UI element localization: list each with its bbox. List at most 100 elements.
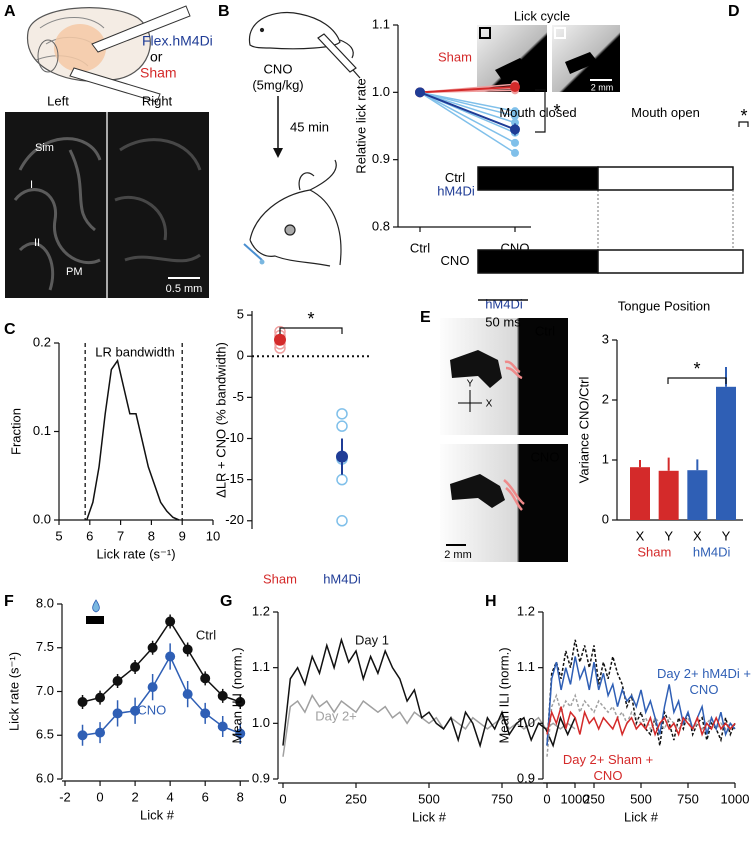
mean-point <box>336 450 348 463</box>
x-tick-label: 1000 <box>721 791 750 806</box>
delay-label: 45 min <box>290 119 329 134</box>
significance-bracket <box>738 121 749 127</box>
y-axis-label: Lick rate (s⁻¹) <box>6 652 21 731</box>
y-tick-label: -5 <box>232 389 244 404</box>
significance-bracket <box>667 377 727 384</box>
y-tick-label: 3 <box>602 331 609 346</box>
x-tick-label: X <box>693 528 702 543</box>
x-tick-label: 750 <box>491 791 513 806</box>
group-label: Sham <box>637 544 671 559</box>
data-point <box>336 515 348 527</box>
x-tick-label: 0 <box>543 791 550 806</box>
series-line <box>282 637 576 749</box>
annotation: * <box>553 101 560 121</box>
y-tick-label: 1.0 <box>252 715 270 730</box>
mouse-sketch <box>243 159 342 267</box>
brain-sketch <box>27 5 191 103</box>
x-tick-label: 8 <box>148 528 155 543</box>
x-tick-label: 0 <box>96 789 103 804</box>
data-point <box>510 81 520 92</box>
group-label: hM4Di <box>693 544 731 559</box>
annotation: * <box>693 359 700 379</box>
series-line <box>546 706 736 737</box>
series-label: Day 2+ <box>315 708 357 723</box>
y-tick-label: 7.0 <box>36 683 54 698</box>
y-tick-label: 1.2 <box>517 603 535 618</box>
drug-label: CNO <box>264 61 293 76</box>
panel-label: G <box>220 593 232 610</box>
construct-label: Flex.hM4Di <box>142 33 213 49</box>
data-point <box>182 644 193 655</box>
series-line <box>546 693 736 757</box>
data-point <box>415 87 425 98</box>
y-tick-label: 0.9 <box>517 770 535 785</box>
x-tick-label: 500 <box>630 791 652 806</box>
series-line <box>419 91 516 144</box>
data-point <box>235 728 246 739</box>
x-tick-label: Ctrl <box>410 240 430 255</box>
data-point <box>217 690 228 701</box>
x-tick-label: Sham <box>263 571 297 586</box>
y-tick-label: 2 <box>602 391 609 406</box>
y-tick-label: 0.2 <box>33 334 51 349</box>
data-point <box>147 682 158 693</box>
y-tick-label: 1.0 <box>372 84 390 99</box>
y-tick-label: -20 <box>225 512 244 527</box>
y-axis-label: Relative lick rate <box>353 78 368 173</box>
data-point <box>182 689 193 700</box>
y-tick-label: 1.2 <box>252 603 270 618</box>
data-point <box>510 124 520 135</box>
y-tick-label: 0.9 <box>252 770 270 785</box>
phase-bar <box>597 249 744 274</box>
series-label: Ctrl <box>196 627 216 642</box>
bar <box>687 470 708 520</box>
axis-mark-label: X <box>486 399 493 410</box>
phase-bar <box>477 249 599 274</box>
scale-label: 2 mm <box>444 549 472 561</box>
y-axis-label: Mean ILI (norm.) <box>229 647 244 743</box>
series-label: +CNO <box>130 702 166 717</box>
data-point <box>336 408 348 420</box>
row-label: CNO <box>441 253 470 268</box>
x-tick-label: 10 <box>206 528 220 543</box>
data-point <box>165 616 176 627</box>
bar <box>630 467 650 520</box>
y-tick-label: 0.8 <box>372 218 390 233</box>
data-point <box>112 676 123 686</box>
scale-label: 50 ms <box>485 314 521 329</box>
scale-label: 2 mm <box>591 82 614 92</box>
phase-bar <box>597 166 734 191</box>
x-tick-label: 1000 <box>561 791 590 806</box>
y-tick-label: 0.0 <box>33 511 51 526</box>
condition-label: Ctrl <box>535 323 555 338</box>
series-line <box>82 654 241 736</box>
panel-label: C <box>4 321 16 338</box>
y-tick-label: 6.5 <box>36 727 54 742</box>
series-label: Day 2+ hM4Di + CNO <box>657 666 751 697</box>
series-label: Sham <box>438 49 472 64</box>
x-axis-label: Lick # <box>140 807 175 822</box>
y-tick-label: 0 <box>602 511 609 526</box>
x-tick-label: 750 <box>677 791 699 806</box>
y-tick-label: 5 <box>237 307 244 322</box>
x-tick-label: 500 <box>418 791 440 806</box>
significance-bracket <box>279 327 343 334</box>
x-tick-label: 7 <box>117 528 124 543</box>
chart-title: Tongue Position <box>618 298 711 313</box>
region-label: II <box>34 237 40 249</box>
bar <box>716 386 736 520</box>
annotation: * <box>740 106 747 126</box>
y-tick-label: 1.0 <box>517 715 535 730</box>
scale-label: 0.5 mm <box>166 283 203 295</box>
series-line <box>546 639 736 746</box>
axis-mark-label: Y <box>467 379 474 390</box>
x-tick-label: X <box>636 528 645 543</box>
panel-label: E <box>420 309 431 326</box>
y-tick-label: 0 <box>237 348 244 363</box>
data-point <box>77 697 88 707</box>
x-tick-label: hM4Di <box>323 571 361 586</box>
x-tick-label: 6 <box>86 528 93 543</box>
y-tick-label: 1.1 <box>372 16 390 31</box>
sham-label: Sham <box>140 65 177 81</box>
